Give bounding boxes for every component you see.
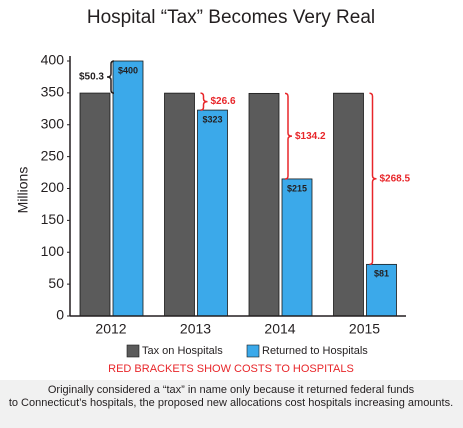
legend-swatch <box>126 344 140 358</box>
caption-line: Originally considered a “tax” in name on… <box>48 384 415 396</box>
x-tick-label: 2014 <box>264 321 295 337</box>
bar <box>112 60 144 317</box>
bracket-label: $134.2 <box>295 131 326 142</box>
bar <box>197 109 228 317</box>
y-tick-label: 0 <box>56 307 64 323</box>
value-label: $215 <box>287 183 307 193</box>
note: RED BRACKETS SHOW COSTS TO HOSPITALS <box>108 363 354 375</box>
y-axis-label: Millions <box>15 167 31 214</box>
legend-label: Returned to Hospitals <box>262 345 368 357</box>
bar <box>333 92 364 317</box>
y-tick-label: 100 <box>41 243 65 259</box>
y-tick-label: 150 <box>41 211 65 227</box>
bracket <box>284 92 293 180</box>
x-tick-label: 2012 <box>95 321 126 337</box>
bracket-label: $268.5 <box>380 173 411 184</box>
y-tick-label: 50 <box>48 275 64 291</box>
y-tick-label: 300 <box>41 115 65 131</box>
bar <box>248 92 280 317</box>
y-tick-label: 200 <box>41 179 65 195</box>
chart-title: Hospital “Tax” Becomes Very Real <box>87 7 375 28</box>
bracket <box>369 92 377 266</box>
bracket <box>106 60 115 94</box>
legend-swatch <box>246 344 260 358</box>
x-tick-label: 2015 <box>349 321 380 337</box>
caption-line: to Connecticut’s hospitals, the proposed… <box>9 397 453 409</box>
y-tick-label: 400 <box>41 52 65 68</box>
caption-band <box>0 380 463 428</box>
value-label: $323 <box>202 114 222 124</box>
bracket-label: $50.3 <box>79 72 104 83</box>
bracket <box>200 92 208 111</box>
bar <box>164 92 195 317</box>
value-label: $400 <box>118 65 138 75</box>
bar <box>79 92 111 317</box>
value-label: $81 <box>374 269 389 279</box>
bar <box>366 263 397 317</box>
y-tick-label: 250 <box>41 147 65 163</box>
bar <box>281 178 313 317</box>
y-tick-label: 350 <box>41 84 65 100</box>
x-tick-label: 2013 <box>180 321 211 337</box>
legend-label: Tax on Hospitals <box>142 345 223 357</box>
bracket-label: $26.6 <box>211 96 236 107</box>
